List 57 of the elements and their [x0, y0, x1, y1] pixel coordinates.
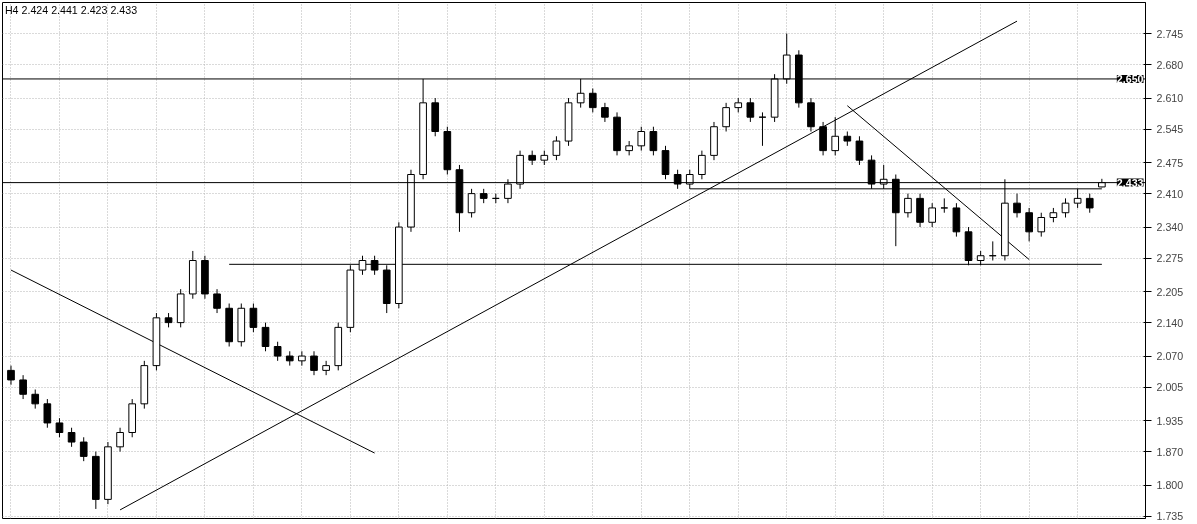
candlestick: [213, 288, 221, 314]
candlestick: [116, 427, 124, 453]
candlestick: [79, 436, 88, 462]
candlestick: [31, 389, 40, 410]
candlestick: [55, 417, 64, 438]
candlestick: [273, 341, 282, 362]
y-tick-label: 2.410: [1156, 187, 1184, 200]
candlestick: [67, 427, 76, 448]
candlestick: [904, 193, 912, 218]
candlestick: [322, 360, 330, 376]
y-tick-label: 1.870: [1156, 445, 1184, 458]
ref-line-label: 2.433: [1116, 176, 1144, 189]
candlestick: [746, 97, 755, 123]
y-tick-label: 2.070: [1156, 350, 1184, 363]
candlestick: [698, 150, 706, 180]
y-tick-label: 2.745: [1156, 27, 1184, 40]
y-tick-label: 1.935: [1156, 414, 1184, 427]
y-tick-label: 2.005: [1156, 381, 1184, 394]
candlestick: [1013, 193, 1021, 218]
candlestick: [467, 188, 476, 218]
candlestick: [7, 365, 15, 386]
candlestick: [1037, 212, 1046, 238]
y-tick-label: 2.275: [1156, 252, 1184, 265]
candlestick: [952, 202, 961, 238]
y-tick-label: 2.475: [1156, 156, 1184, 169]
y-tick-label: 2.205: [1156, 285, 1184, 298]
chart-title: H4 2.424 2.441 2.423 2.433: [4, 3, 138, 16]
candlestick: [928, 202, 937, 228]
candlestick: [19, 374, 27, 400]
candlestick: [855, 135, 864, 166]
candlestick: [637, 126, 646, 152]
y-tick-label: 1.735: [1156, 510, 1184, 523]
y-tick-label: 2.340: [1156, 221, 1184, 234]
y-tick-label: 2.610: [1156, 92, 1184, 105]
candlestick: [310, 350, 318, 376]
ref-line-label: 2.650: [1116, 72, 1144, 85]
candlestick: [649, 126, 658, 156]
candlestick: [1025, 207, 1033, 242]
candlestick: [588, 88, 597, 113]
candlestick: [261, 322, 270, 352]
candlestick: [661, 145, 670, 180]
candlestick: [916, 193, 924, 228]
candlestick: [1085, 193, 1094, 214]
y-tick-label: 2.140: [1156, 316, 1184, 329]
candlestick: [807, 97, 815, 132]
candlestick: [831, 116, 840, 156]
candlestick: [43, 398, 52, 429]
candlestick: [722, 102, 730, 132]
y-tick-label: 1.800: [1156, 479, 1184, 492]
candlestick: [819, 121, 827, 156]
candlestick: [298, 350, 306, 367]
candlestick: [940, 197, 949, 214]
y-tick-label: 2.680: [1156, 58, 1184, 71]
candlestick: [601, 102, 609, 123]
candlestick: [552, 135, 561, 161]
candlestick: [249, 303, 258, 333]
y-tick-label: 2.545: [1156, 123, 1184, 136]
